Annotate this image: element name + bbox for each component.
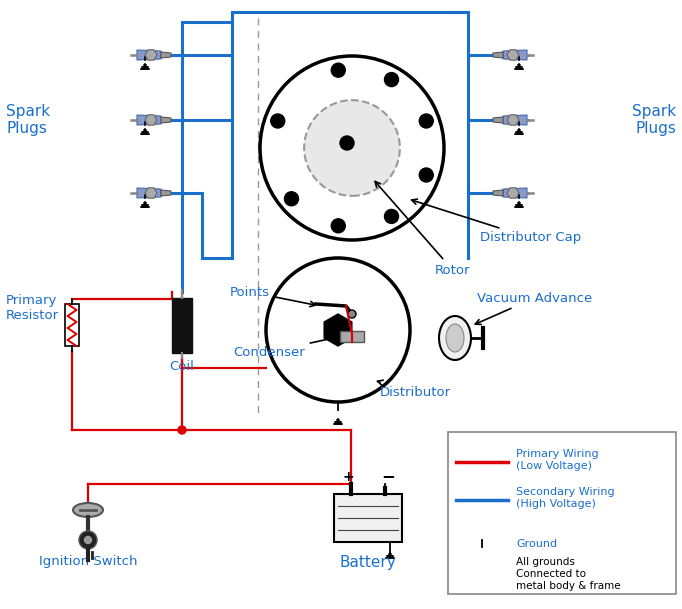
- Text: −: −: [381, 467, 395, 485]
- Text: +: +: [342, 470, 354, 484]
- Ellipse shape: [73, 503, 103, 517]
- Polygon shape: [161, 52, 171, 58]
- Polygon shape: [493, 117, 503, 123]
- Circle shape: [340, 136, 354, 150]
- Circle shape: [271, 114, 285, 128]
- Polygon shape: [503, 115, 527, 125]
- Circle shape: [331, 219, 345, 233]
- Circle shape: [385, 209, 398, 224]
- Text: Spark
Plugs: Spark Plugs: [632, 104, 676, 136]
- Polygon shape: [145, 50, 157, 60]
- Circle shape: [260, 56, 444, 240]
- Polygon shape: [503, 188, 527, 198]
- Polygon shape: [145, 115, 157, 125]
- Polygon shape: [137, 50, 161, 60]
- Circle shape: [85, 537, 91, 543]
- Text: All grounds
Connected to
metal body & frame: All grounds Connected to metal body & fr…: [516, 557, 621, 591]
- Ellipse shape: [439, 316, 471, 360]
- Text: Secondary Wiring
(High Voltage): Secondary Wiring (High Voltage): [516, 487, 614, 509]
- Circle shape: [419, 168, 433, 182]
- Text: Primary Wiring
(Low Voltage): Primary Wiring (Low Voltage): [516, 449, 599, 471]
- Polygon shape: [161, 117, 171, 123]
- Circle shape: [266, 258, 410, 402]
- Text: Distributor Cap: Distributor Cap: [412, 199, 581, 244]
- Polygon shape: [161, 190, 171, 196]
- Text: Distributor: Distributor: [377, 380, 451, 398]
- Circle shape: [284, 192, 299, 206]
- Polygon shape: [137, 188, 161, 198]
- Text: Spark
Plugs: Spark Plugs: [6, 104, 50, 136]
- Polygon shape: [507, 115, 519, 125]
- Polygon shape: [324, 314, 352, 346]
- Bar: [172, 298, 192, 353]
- Polygon shape: [145, 188, 157, 198]
- Text: Coil: Coil: [170, 361, 194, 373]
- Text: Vacuum Advance: Vacuum Advance: [475, 292, 592, 325]
- Circle shape: [348, 310, 356, 318]
- Polygon shape: [507, 188, 519, 198]
- Bar: [334, 494, 402, 542]
- Circle shape: [331, 63, 345, 77]
- Polygon shape: [137, 115, 161, 125]
- Text: Ground: Ground: [516, 539, 557, 549]
- Text: Ignition Switch: Ignition Switch: [39, 555, 137, 568]
- Ellipse shape: [446, 324, 464, 352]
- Polygon shape: [493, 52, 503, 58]
- Text: Battery: Battery: [340, 555, 396, 569]
- Circle shape: [79, 531, 97, 549]
- Circle shape: [385, 72, 398, 86]
- Polygon shape: [503, 50, 527, 60]
- Polygon shape: [493, 190, 503, 196]
- Circle shape: [178, 426, 186, 434]
- Text: Points: Points: [230, 286, 316, 307]
- Text: Rotor: Rotor: [375, 181, 471, 276]
- Bar: [340, 331, 364, 342]
- Text: Primary
Resistor: Primary Resistor: [6, 294, 59, 322]
- Bar: [448, 432, 676, 594]
- Circle shape: [419, 114, 433, 128]
- Bar: [65, 304, 79, 346]
- Circle shape: [304, 100, 400, 196]
- Text: Condenser: Condenser: [233, 334, 347, 359]
- Polygon shape: [507, 50, 519, 60]
